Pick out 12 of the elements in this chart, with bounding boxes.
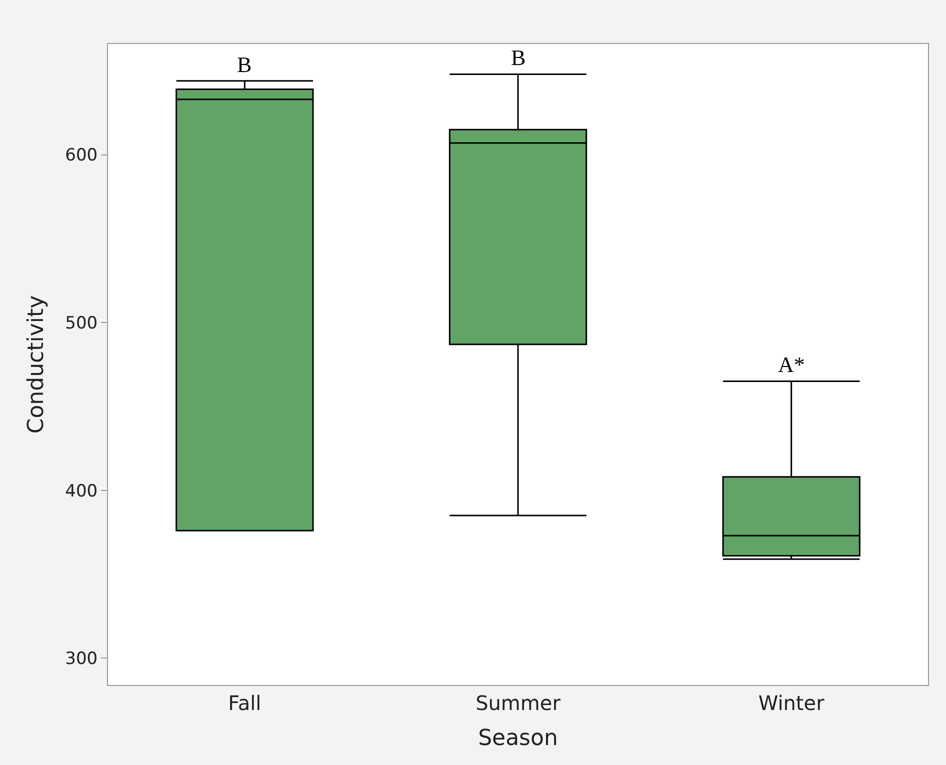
annotation: B — [237, 52, 252, 77]
y-axis-title: Conductivity — [24, 295, 49, 434]
x-tick-label: Summer — [476, 691, 562, 715]
annotation: B — [511, 45, 526, 70]
y-tick-label: 300 — [65, 649, 98, 670]
y-tick-label: 600 — [65, 146, 98, 166]
y-tick-label: 500 — [65, 314, 98, 334]
annotation: A* — [778, 352, 805, 377]
x-axis-title: Season — [478, 726, 558, 751]
x-tick-label: Winter — [758, 691, 826, 715]
x-tick-label: Fall — [228, 691, 262, 715]
y-tick-label: 400 — [65, 481, 98, 502]
